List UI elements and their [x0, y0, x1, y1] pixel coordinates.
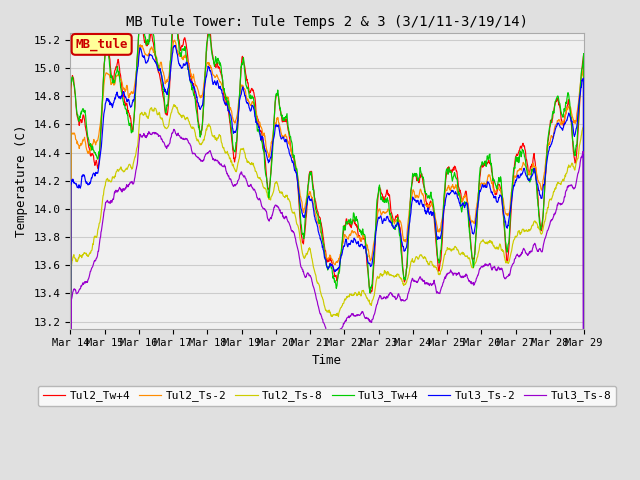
Tul2_Tw+4 [520, 142, 527, 147]
Tul2_Tw+4 [168, 39, 176, 45]
Tul2_Tw+4 [172, 9, 179, 15]
Tul2_Ts-8 [239, 146, 246, 152]
Tul3_Ts-2 [172, 43, 179, 48]
Tul3_Ts-8 [520, 246, 527, 252]
Tul2_Ts-8 [170, 102, 178, 108]
Tul2_Ts-2 [520, 159, 527, 165]
Tul3_Ts-2 [520, 167, 527, 173]
Tul2_Ts-2 [407, 198, 415, 204]
Tul2_Tw+4 [181, 35, 189, 41]
Tul3_Tw+4 [407, 188, 415, 193]
Tul3_Ts-2 [168, 54, 176, 60]
Tul2_Ts-2 [474, 194, 482, 200]
Line: Tul3_Ts-2: Tul3_Ts-2 [70, 46, 584, 480]
Tul2_Tw+4 [239, 53, 246, 59]
Tul3_Ts-2 [407, 210, 415, 216]
Tul3_Ts-8 [170, 126, 178, 132]
Tul2_Ts-8 [168, 107, 176, 113]
Legend: Tul2_Tw+4, Tul2_Ts-2, Tul2_Ts-8, Tul3_Tw+4, Tul3_Ts-2, Tul3_Ts-8: Tul2_Tw+4, Tul2_Ts-2, Tul2_Ts-8, Tul3_Tw… [38, 386, 616, 406]
Tul2_Ts-2 [168, 48, 176, 53]
Tul3_Ts-8 [239, 172, 246, 178]
Tul3_Ts-2 [474, 201, 482, 206]
Line: Tul2_Ts-2: Tul2_Ts-2 [70, 40, 584, 480]
Tul2_Tw+4 [407, 188, 415, 194]
Text: MB_tule: MB_tule [76, 38, 128, 51]
Line: Tul3_Ts-8: Tul3_Ts-8 [70, 129, 584, 480]
Tul3_Tw+4 [168, 29, 176, 35]
Tul2_Ts-8 [474, 251, 482, 257]
Title: MB Tule Tower: Tule Temps 2 & 3 (3/1/11-3/19/14): MB Tule Tower: Tule Temps 2 & 3 (3/1/11-… [126, 15, 528, 29]
Line: Tul2_Tw+4: Tul2_Tw+4 [70, 12, 584, 480]
Y-axis label: Temperature (C): Temperature (C) [15, 124, 28, 237]
Tul2_Ts-2 [181, 54, 189, 60]
Tul3_Ts-8 [407, 280, 415, 286]
Tul2_Ts-8 [181, 116, 189, 122]
Tul3_Ts-8 [181, 136, 189, 142]
Line: Tul2_Ts-8: Tul2_Ts-8 [70, 105, 584, 480]
X-axis label: Time: Time [312, 354, 342, 367]
Tul3_Tw+4 [170, 9, 178, 14]
Line: Tul3_Tw+4: Tul3_Tw+4 [70, 12, 584, 480]
Tul2_Ts-8 [407, 259, 415, 265]
Tul3_Tw+4 [239, 61, 246, 67]
Tul3_Ts-8 [168, 131, 176, 136]
Tul3_Tw+4 [520, 147, 527, 153]
Tul2_Ts-8 [520, 227, 527, 233]
Tul2_Ts-2 [171, 37, 179, 43]
Tul3_Ts-2 [239, 85, 246, 91]
Tul3_Tw+4 [474, 199, 482, 204]
Tul3_Tw+4 [181, 44, 189, 49]
Tul2_Tw+4 [474, 198, 482, 204]
Tul3_Ts-8 [474, 272, 482, 278]
Tul2_Ts-2 [239, 83, 246, 88]
Tul3_Ts-2 [181, 61, 189, 67]
